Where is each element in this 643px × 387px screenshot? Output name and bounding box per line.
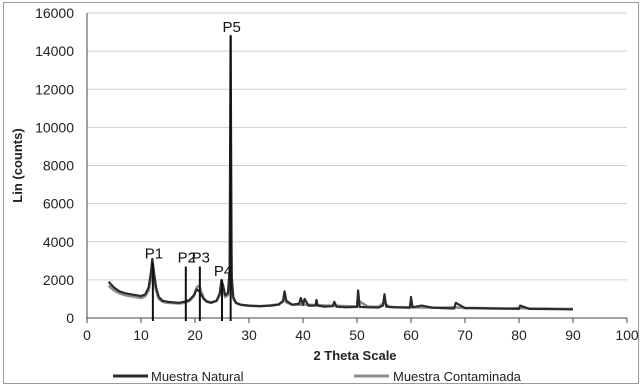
x-tick-label: 40 <box>295 327 311 343</box>
x-tick-label: 100 <box>615 327 639 343</box>
y-tick-label: 12000 <box>35 81 74 97</box>
peak-label-p2: P2 <box>178 250 196 267</box>
y-tick-label: 4000 <box>43 234 74 250</box>
x-tick-label: 50 <box>349 327 365 343</box>
y-tick-label: 0 <box>66 310 74 326</box>
x-axis-title: 2 Theta Scale <box>313 348 396 363</box>
series-line-natural <box>107 34 574 311</box>
y-tick-label: 16000 <box>35 5 74 21</box>
y-tick-label: 14000 <box>35 43 74 59</box>
y-tick-label: 10000 <box>35 119 74 135</box>
y-tick-labels: 0 2000 4000 6000 8000 10000 12000 14000 16000 <box>35 5 74 326</box>
gridlines <box>87 12 627 281</box>
series-lines <box>107 34 574 311</box>
legend-label-contaminada: Muestra Contaminada <box>393 369 522 384</box>
y-tick-label: 2000 <box>43 272 74 288</box>
x-tick-label: 20 <box>187 327 203 343</box>
legend: Muestra Natural Muestra Contaminada <box>113 369 522 384</box>
peak-label-p4: P4 <box>214 263 232 280</box>
peak-label-p1: P1 <box>145 246 163 263</box>
y-tick-label: 6000 <box>43 196 74 212</box>
chart-frame <box>3 2 639 384</box>
x-tick-label: 70 <box>457 327 473 343</box>
x-tick-label: 90 <box>565 327 581 343</box>
y-axis-title: Lin (counts) <box>10 128 25 202</box>
legend-item-contaminada: Muestra Contaminada <box>354 369 522 384</box>
x-tick-label: 10 <box>133 327 149 343</box>
legend-item-natural: Muestra Natural <box>113 369 244 384</box>
peak-label-p5: P5 <box>222 19 240 36</box>
x-tick-label: 0 <box>83 327 91 343</box>
y-tick-label: 8000 <box>43 158 74 174</box>
legend-label-natural: Muestra Natural <box>151 369 244 384</box>
peak-label-p3: P3 <box>192 250 210 267</box>
x-tick-label: 30 <box>241 327 257 343</box>
x-tick-label: 60 <box>403 327 419 343</box>
x-tick-label: 80 <box>511 327 527 343</box>
x-tick-labels: 0 10 20 30 40 50 60 70 80 90 100 <box>83 318 639 343</box>
